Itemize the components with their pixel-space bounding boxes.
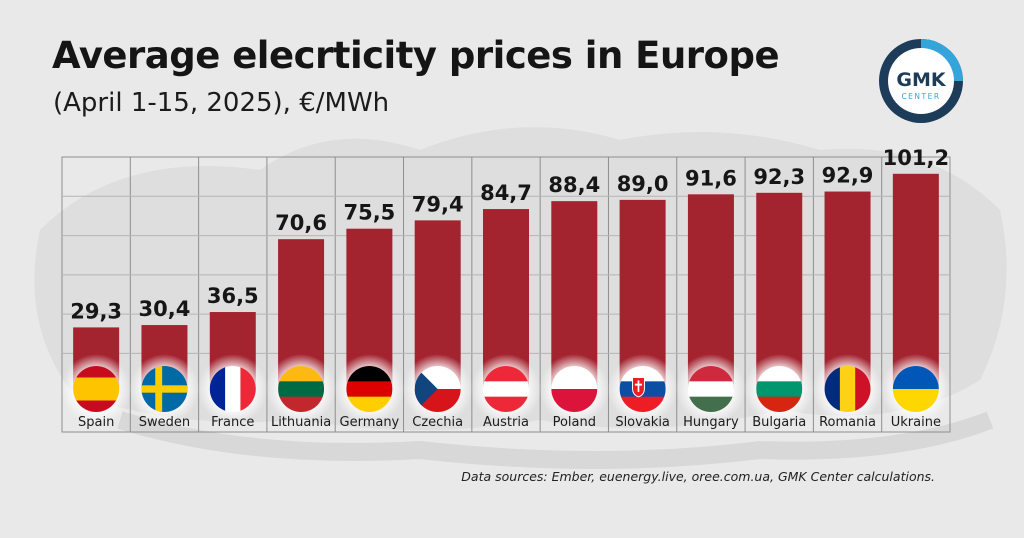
bulgaria-flag-icon [756, 366, 803, 412]
spain-flag-icon [73, 366, 120, 412]
category-label-czechia: Czechia [412, 415, 463, 430]
logo-text-main: GMK [896, 69, 947, 91]
value-label-france: 36,5 [207, 284, 259, 308]
category-label-sweden: Sweden [139, 415, 190, 430]
logo-text-sub: CENTER [901, 92, 940, 101]
category-label-romania: Romania [819, 415, 876, 430]
czechia-flag-icon [414, 366, 461, 412]
category-label-spain: Spain [78, 415, 114, 430]
value-label-germany: 75,5 [343, 201, 395, 225]
value-label-spain: 29,3 [70, 299, 122, 323]
value-label-lithuania: 70,6 [275, 211, 327, 235]
value-label-bulgaria: 92,3 [753, 165, 805, 189]
data-source-note: Data sources: Ember, euenergy.live, oree… [461, 469, 935, 484]
category-label-austria: Austria [483, 415, 529, 430]
germany-flag-icon [346, 366, 393, 412]
france-flag-icon [209, 366, 256, 412]
category-label-slovakia: Slovakia [615, 415, 670, 430]
austria-flag-icon [483, 366, 529, 412]
chart-subtitle: (April 1-15, 2025), €/MWh [53, 88, 390, 118]
category-label-ukraine: Ukraine [891, 415, 941, 430]
plot-frame [61, 156, 951, 433]
value-label-poland: 88,4 [548, 173, 600, 197]
gmk-center-logo: GMK CENTER [879, 39, 963, 123]
category-label-hungary: Hungary [683, 415, 739, 430]
value-label-hungary: 91,6 [685, 166, 737, 190]
slovakia-flag-icon [619, 366, 666, 412]
value-label-sweden: 30,4 [139, 297, 191, 321]
category-label-bulgaria: Bulgaria [752, 415, 806, 430]
poland-flag-icon [551, 366, 598, 412]
category-label-france: France [211, 415, 254, 430]
bar-ukraine [892, 173, 939, 390]
value-label-austria: 84,7 [480, 181, 532, 205]
value-label-ukraine: 101,2 [883, 146, 949, 170]
lithuania-flag-icon [278, 366, 325, 412]
chart-title: Average elecrticity prices in Europe [52, 34, 780, 77]
value-label-slovakia: 89,0 [617, 172, 669, 196]
category-label-poland: Poland [553, 415, 596, 430]
sweden-flag-icon [141, 366, 188, 412]
category-label-germany: Germany [340, 415, 400, 430]
value-label-czechia: 79,4 [412, 192, 464, 216]
ukraine-flag-icon [892, 366, 939, 412]
romania-flag-icon [824, 366, 871, 412]
value-label-romania: 92,9 [822, 164, 874, 188]
category-label-lithuania: Lithuania [271, 415, 331, 430]
hungary-flag-icon [687, 366, 734, 412]
